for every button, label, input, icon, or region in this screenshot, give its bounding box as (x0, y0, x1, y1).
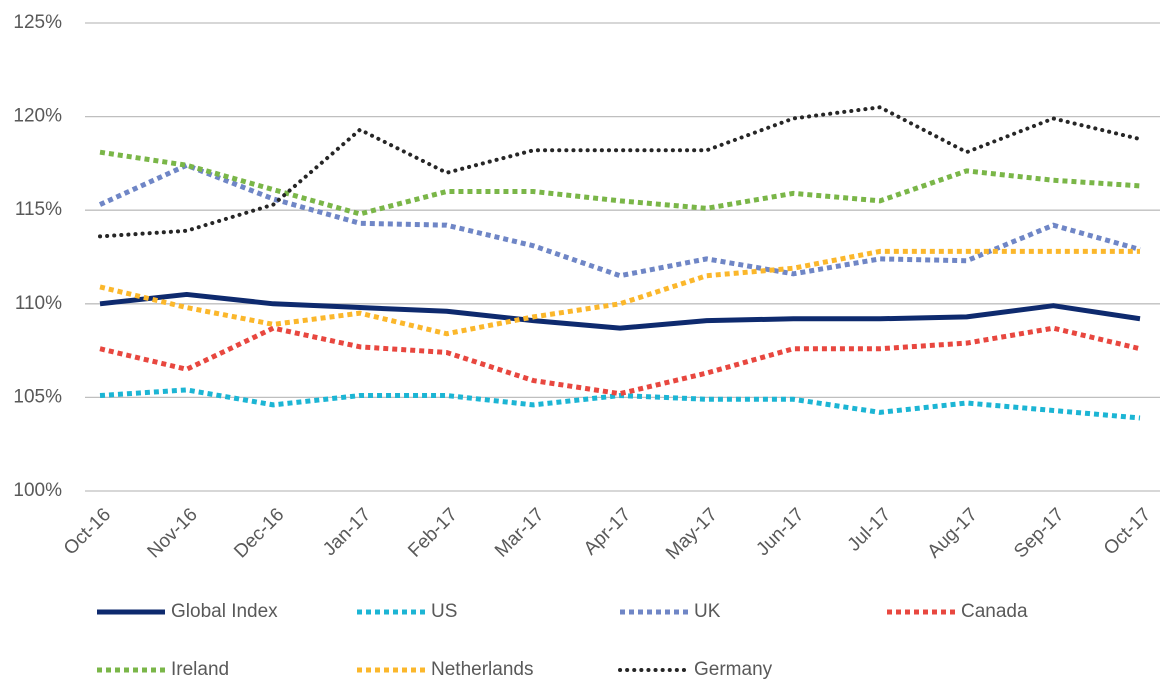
x-tick-label: Feb-17 (404, 504, 461, 561)
x-tick-label: Sep-17 (1010, 504, 1068, 562)
series-line (99, 248, 1140, 337)
legend-label: Ireland (171, 659, 229, 680)
series-line (98, 162, 1141, 279)
y-tick-label: 125% (13, 12, 62, 33)
x-tick-label: Oct-16 (60, 504, 115, 559)
x-tick-label: Nov-16 (144, 504, 202, 562)
series-line (99, 387, 1141, 421)
y-tick-label: 100% (13, 480, 62, 501)
legend-label: Global Index (171, 601, 278, 622)
y-tick-label: 115% (15, 199, 62, 220)
y-tick-label: 110% (15, 293, 62, 314)
series-line (99, 149, 1141, 217)
legend-label: Germany (694, 659, 773, 680)
y-tick-label: 120% (13, 106, 62, 127)
y-tick-label: 105% (13, 386, 62, 407)
legend-label: UK (694, 601, 721, 622)
x-tick-label: Mar-17 (491, 504, 548, 561)
series-line (99, 325, 1141, 397)
x-tick-label: Jun-17 (752, 504, 808, 560)
x-tick-label: May-17 (662, 504, 722, 564)
x-tick-label: Apr-17 (580, 504, 635, 559)
x-tick-label: Jan-17 (319, 504, 375, 560)
series-line (98, 105, 1142, 239)
x-tick-label: Jul-17 (844, 504, 895, 555)
legend-label: Netherlands (431, 659, 533, 680)
x-tick-label: Aug-17 (924, 504, 982, 562)
legend-label: Canada (961, 601, 1028, 622)
x-tick-label: Oct-17 (1100, 504, 1155, 559)
series-line (99, 291, 1141, 331)
x-tick-label: Dec-16 (230, 504, 288, 562)
legend-label: US (431, 601, 457, 622)
